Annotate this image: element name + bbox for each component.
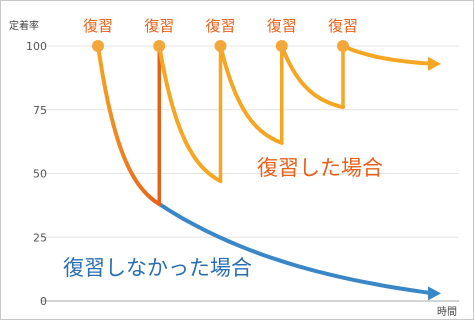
review-label-4: 復習 — [267, 17, 297, 35]
series-layer — [92, 40, 441, 301]
y-tick-label-75: 75 — [33, 104, 47, 117]
review-decay-segment-2 — [157, 44, 223, 184]
review-dot-1 — [92, 40, 104, 52]
y-tick-label-100: 100 — [26, 40, 47, 53]
review-label-1: 復習 — [83, 17, 113, 35]
review-arrowhead — [428, 56, 441, 71]
review-dot-4 — [275, 40, 288, 52]
series-label-no-review: 復習しなかった場合 — [63, 256, 252, 280]
y-tick-label-50: 50 — [33, 168, 47, 181]
review-decay-segment-3 — [218, 44, 284, 145]
no-review-curve — [157, 202, 436, 296]
series-label-review: 復習した場合 — [257, 156, 383, 180]
review-label-3: 復習 — [205, 17, 235, 35]
x-axis-label: 時間 — [437, 306, 457, 318]
review-final-segment — [341, 44, 436, 66]
no-review-arrowhead — [428, 286, 441, 301]
review-label-2: 復習 — [144, 17, 174, 35]
y-tick-label-25: 25 — [33, 231, 47, 244]
review-label-5: 復習 — [328, 17, 358, 35]
label-layer: 0 25 50 75 100 復習 復習 復習 復習 復習 — [26, 17, 358, 308]
review-dot-3 — [214, 40, 227, 52]
review-decay-segment-4 — [279, 44, 345, 110]
review-dot-2 — [153, 40, 166, 52]
review-decay-segment-1 — [96, 44, 162, 207]
y-axis-label: 定着率 — [9, 19, 39, 32]
review-dot-5 — [337, 40, 349, 52]
y-tick-label-0: 0 — [40, 295, 47, 308]
